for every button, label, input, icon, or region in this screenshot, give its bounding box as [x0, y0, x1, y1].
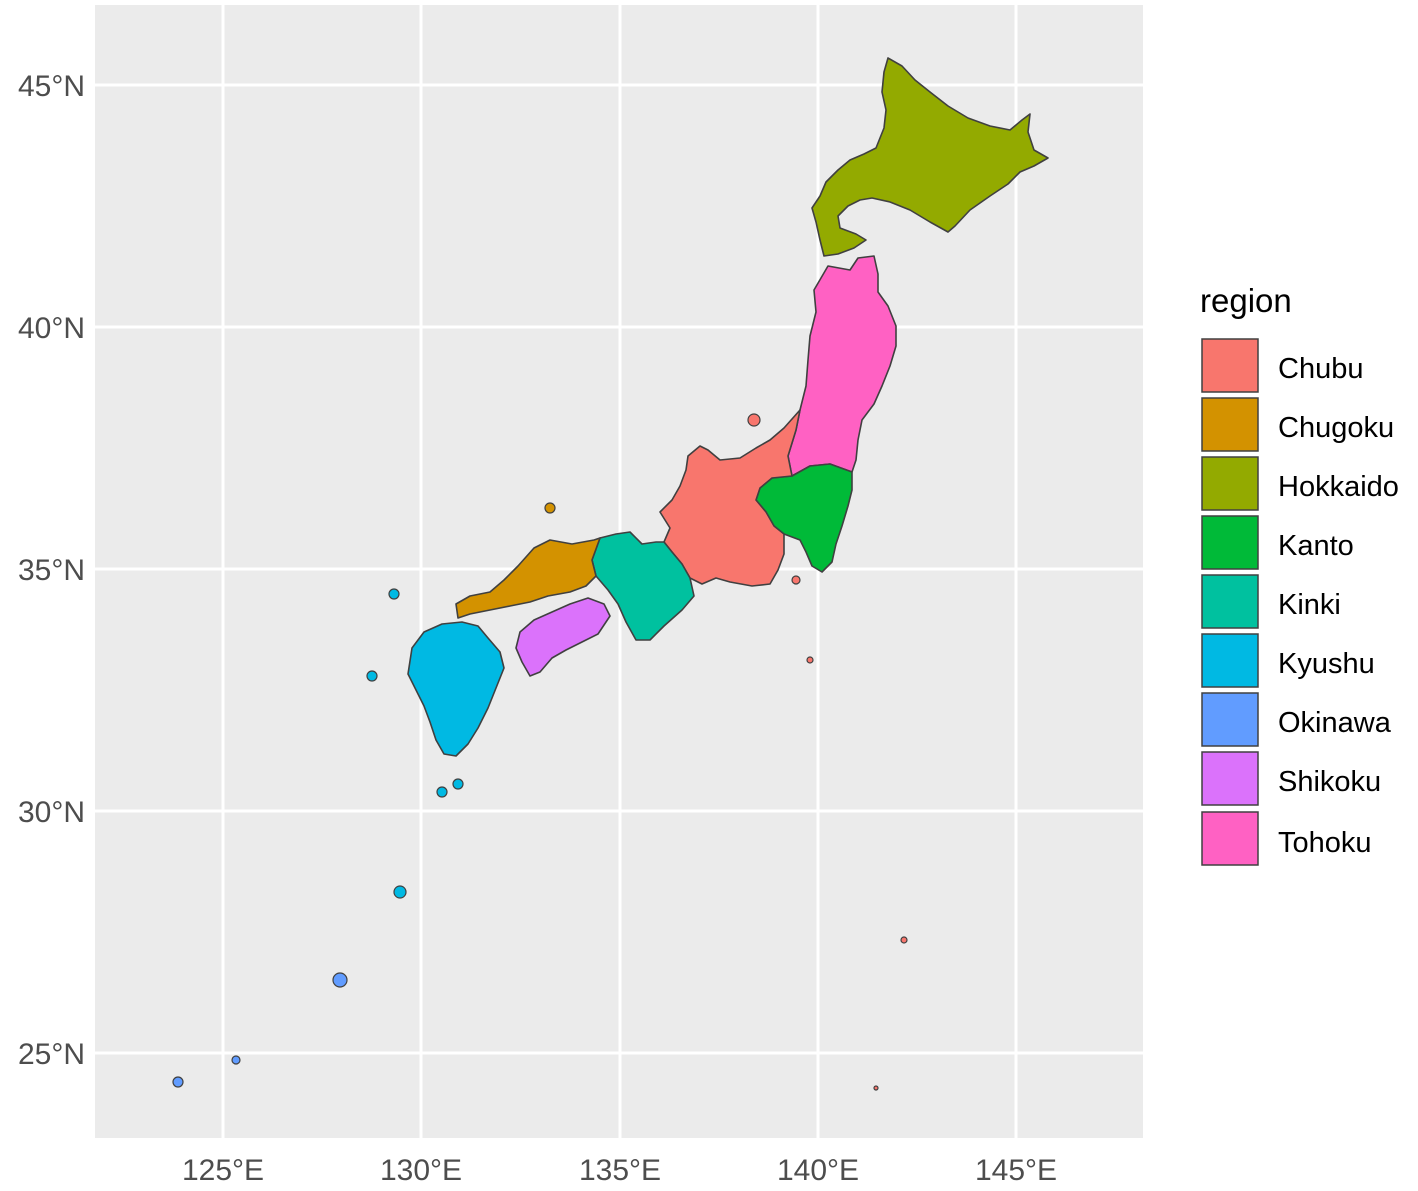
x-tick-135: 135°E: [579, 1154, 661, 1187]
legend-key-hokkaido: [1201, 456, 1259, 511]
region-chugoku: [455, 537, 601, 619]
island-ishigaki: [172, 1076, 184, 1088]
y-tick-40: 40°N: [18, 312, 85, 345]
island-sado: [747, 413, 761, 427]
x-tick-140: 140°E: [777, 1154, 859, 1187]
legend-key-kinki: [1201, 574, 1259, 629]
legend-label-hokkaido: Hokkaido: [1278, 471, 1399, 503]
region-kyushu: [407, 621, 505, 757]
legend-title: region: [1200, 282, 1292, 319]
legend-key-kanto: [1201, 515, 1259, 570]
y-tick-45: 45°N: [18, 70, 85, 103]
y-tick-25: 25°N: [18, 1038, 85, 1071]
region-shikoku: [515, 597, 611, 677]
legend-key-chugoku: [1201, 397, 1259, 452]
legend-label-shikoku: Shikoku: [1278, 766, 1381, 798]
legend-item-kinki: Kinki: [1201, 574, 1341, 629]
island-ogasawara-2: [873, 1085, 879, 1091]
island-tsushima: [388, 588, 400, 600]
island-tanegashima: [452, 778, 464, 790]
legend-label-okinawa: Okinawa: [1278, 707, 1392, 739]
island-miyako: [231, 1055, 241, 1065]
legend-label-kanto: Kanto: [1278, 530, 1354, 562]
y-axis: 45°N 40°N 35°N 30°N 25°N: [18, 70, 85, 1071]
island-izu-1: [791, 575, 801, 585]
legend: region Chubu Chugoku Hokkaido Kanto Kink…: [1200, 282, 1399, 866]
region-kinki: [591, 531, 695, 641]
island-oki: [544, 502, 556, 514]
island-amami: [393, 885, 407, 899]
region-hokkaido: [811, 57, 1049, 257]
legend-key-chubu: [1201, 338, 1259, 393]
legend-key-tohoku: [1201, 811, 1259, 866]
legend-item-chugoku: Chugoku: [1201, 397, 1394, 452]
legend-key-okinawa: [1201, 692, 1259, 747]
regions: [407, 57, 1049, 757]
legend-label-tohoku: Tohoku: [1278, 827, 1372, 859]
legend-label-chubu: Chubu: [1278, 353, 1363, 385]
region-tohoku: [787, 255, 897, 477]
y-tick-30: 30°N: [18, 796, 85, 829]
x-axis: 125°E 130°E 135°E 140°E 145°E: [182, 1154, 1057, 1187]
legend-item-okinawa: Okinawa: [1201, 692, 1392, 747]
islands: [172, 413, 908, 1091]
island-ogasawara-1: [900, 936, 908, 944]
legend-item-tohoku: Tohoku: [1201, 811, 1372, 866]
legend-item-chubu: Chubu: [1201, 338, 1363, 393]
legend-label-kinki: Kinki: [1278, 589, 1341, 621]
x-tick-125: 125°E: [182, 1154, 264, 1187]
island-okinawa-main: [332, 972, 348, 988]
legend-key-kyushu: [1201, 633, 1259, 688]
legend-item-hokkaido: Hokkaido: [1201, 456, 1399, 511]
island-goto: [366, 670, 378, 682]
legend-key-shikoku: [1201, 751, 1259, 806]
island-izu-2: [806, 656, 814, 664]
legend-label-kyushu: Kyushu: [1278, 648, 1375, 680]
legend-label-chugoku: Chugoku: [1278, 412, 1394, 444]
legend-item-kyushu: Kyushu: [1201, 633, 1375, 688]
x-tick-145: 145°E: [975, 1154, 1057, 1187]
x-tick-130: 130°E: [380, 1154, 462, 1187]
legend-item-shikoku: Shikoku: [1201, 751, 1381, 806]
island-yakushima: [436, 786, 448, 798]
y-tick-35: 35°N: [18, 554, 85, 587]
legend-item-kanto: Kanto: [1201, 515, 1354, 570]
